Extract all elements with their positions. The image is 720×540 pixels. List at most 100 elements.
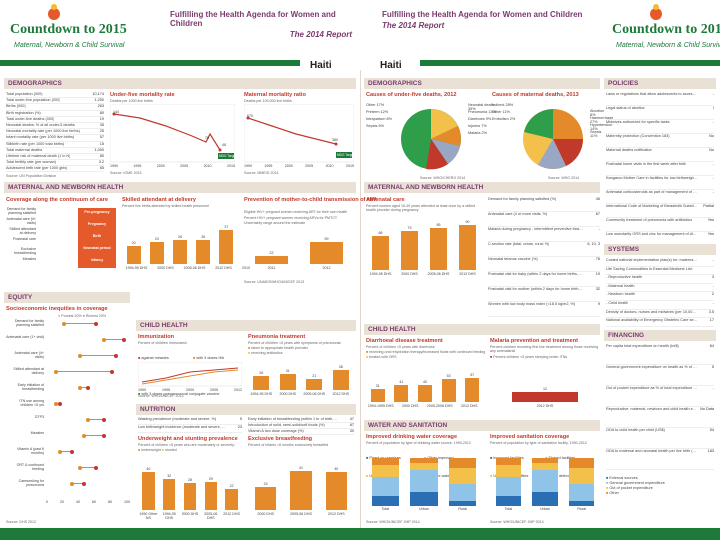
row-value: 15 <box>99 141 104 146</box>
table-row: Kangaroo Mother Care in facilities for l… <box>606 176 714 190</box>
row-value: 23 <box>237 425 242 429</box>
pneumonia-legend-1-text: taken to appropriate health provider <box>251 346 308 350</box>
malaria-title: Malaria prevention and treatment <box>490 338 578 344</box>
row-label: Life Saving Commodities in Essential Med… <box>606 266 693 271</box>
mat-deaths-labels-left: Indirect 28% Other 11% Embolism 2% <box>492 103 518 125</box>
row-label: C-section rate (total, urban, rural; %) <box>488 242 550 246</box>
u5mr-mdg-target-badge <box>218 153 234 159</box>
row-value: 1,000 <box>94 147 104 152</box>
stack-category-label: Total <box>504 507 513 511</box>
row-label: Maternal deaths notification <box>606 148 653 152</box>
row-value: 3.2 <box>98 160 104 165</box>
table-row: Birth registration (%) 80 <box>6 111 104 117</box>
category-label: 1994-95 DHS <box>369 272 392 276</box>
row-label: Antenatal care (4 or more visits, %) <box>488 212 548 216</box>
immunization-measles-line <box>141 367 239 383</box>
nutrition-heading: NUTRITION <box>136 404 356 415</box>
row-label: Infant mortality rate (per 1000 live bir… <box>6 135 75 140</box>
report-title: Fulfilling the Health Agenda for Women a… <box>170 10 360 39</box>
financing-legend-item: ■ Out of pocket expenditure <box>606 486 714 491</box>
mmr-point-1990 <box>246 116 250 120</box>
table-row: General government expenditure on health… <box>606 365 714 386</box>
row-label: Maternity protection (Convention 183) <box>606 134 670 138</box>
mmr-line <box>247 117 337 145</box>
diarrhoea-legend-2-text: treated with ORS <box>369 355 397 359</box>
left-page-header: Countdown to 2015 Maternal, Newborn & Ch… <box>0 0 360 71</box>
sba-title: Skilled attendant at delivery <box>122 197 196 203</box>
table-row: Antenatal care (4 or more visits, %) 67 <box>488 212 600 227</box>
row-value: - <box>598 227 600 231</box>
table-row: Low birthweight incidence (moderate and … <box>138 425 242 433</box>
row-value: Partial <box>703 204 714 208</box>
bar-value-label: 38 <box>338 365 343 370</box>
malaria-subtitle: Percent children receiving first line tr… <box>490 345 599 353</box>
row-label: General government expenditure on health… <box>606 365 698 369</box>
continuum-phase-label: Infancy <box>90 258 104 262</box>
stack-segment <box>532 470 558 492</box>
pie-slice-label: Hypertension 14% <box>590 123 613 131</box>
bar-mark <box>441 379 456 402</box>
mmr-plot-area <box>244 104 354 163</box>
row-value: 57 <box>99 135 104 140</box>
table-row: Adolescent birth rate (per 1000 girls) 65 <box>6 166 104 173</box>
legend-swatch-icon: ■ <box>606 481 609 485</box>
bar-value-label: 37 <box>224 224 229 229</box>
category-label: 2000 DHS <box>181 512 199 516</box>
pie-slice-label: Malaria 2% <box>468 131 487 135</box>
table-row: Total maternal deaths 1,000 <box>6 148 104 154</box>
table-row: Reproductive, maternal, newborn and chil… <box>606 407 714 428</box>
bar-mark <box>255 255 288 264</box>
table-row: Per capita total expenditure on health (… <box>606 344 714 365</box>
axis-tick-label: 2010 <box>203 164 212 168</box>
mmr-label-2013: 380 <box>332 138 338 142</box>
pie-other-slice <box>426 139 448 170</box>
malaria-legend: ■ Percent children <5 years sleeping und… <box>490 355 568 359</box>
left-demographics-table: Total population (000) 10,174 Total under-… <box>6 92 104 173</box>
bar-mark <box>255 486 277 510</box>
report-title-text: Fulfilling the Health Agenda for Women a… <box>170 10 336 28</box>
bar-value-label: 31 <box>285 368 290 373</box>
row-label: Introduction of solid, semi-solid/soft f… <box>248 423 325 427</box>
diarrhoea-subtitle: Percent of children <5 years with diarrh… <box>366 345 436 349</box>
axis-tick-label: 1995 <box>264 164 273 168</box>
bar-mark <box>204 482 218 510</box>
diarrhoea-legend-2: ■ treated with ORS <box>366 355 397 359</box>
pneumonia-legend-2-text: receiving antibiotics <box>251 351 283 355</box>
stunting-chart: 40 32 28 29 22 1990 Other NS 1994-95 DHS 2000 D… <box>138 456 242 520</box>
sanitation-subtitle: Percent of population by type of sanitat… <box>490 441 587 445</box>
stack-category-label: Total <box>381 507 390 511</box>
bar-value-label: 24 <box>154 236 159 241</box>
row-label: - Reproductive health <box>606 275 643 280</box>
category-label: 2000 DHS <box>157 266 174 270</box>
row-label: ODA to child health per child (US$) <box>606 428 665 432</box>
category-label: 2005-06 DHS <box>303 392 326 396</box>
table-row: - Reproductive health 3 <box>606 275 714 284</box>
stack-segment <box>371 465 399 478</box>
row-label: Women with low body mass index (<18.5 kg… <box>488 302 576 306</box>
category-label: 2012 DHS <box>223 512 240 516</box>
mmr-point-2013 <box>334 142 338 146</box>
table-row: Total fertility rate (per woman) 3.2 <box>6 160 104 167</box>
equity-axis: 0 20 40 60 80 100 <box>46 500 130 504</box>
water-chart: Total Urban Rural <box>366 458 482 514</box>
row-value: 9 <box>597 302 600 306</box>
u5mr-point-2012 <box>218 148 222 152</box>
equity-poorest-dot <box>78 385 82 390</box>
bar-mark <box>142 471 155 510</box>
row-label: Wasting prevalence (moderate and severe,… <box>138 417 217 421</box>
immunization-legend-item: ■ with 3 doses Hib <box>193 356 248 361</box>
bar-mark <box>126 245 141 264</box>
equity-row-label: Measles <box>30 431 44 435</box>
bar-mark <box>394 384 409 402</box>
u5mr-label-mid: 76 <box>205 136 209 140</box>
equity-range-line <box>84 435 104 436</box>
bar-mark <box>417 385 433 402</box>
u5mr-label-target: 48 <box>222 143 226 147</box>
legend-text: General government expenditure <box>608 481 665 485</box>
axis-tick-label: 2005 <box>210 388 218 392</box>
systems-table: Costed national implementation plan(s) f… <box>606 258 714 327</box>
right-page-header: Fulfilling the Health Agenda for Women a… <box>360 0 720 71</box>
axis-tick-label: 2000 <box>284 164 293 168</box>
equity-richest-dot <box>82 481 86 486</box>
equity-range-line <box>72 483 84 484</box>
